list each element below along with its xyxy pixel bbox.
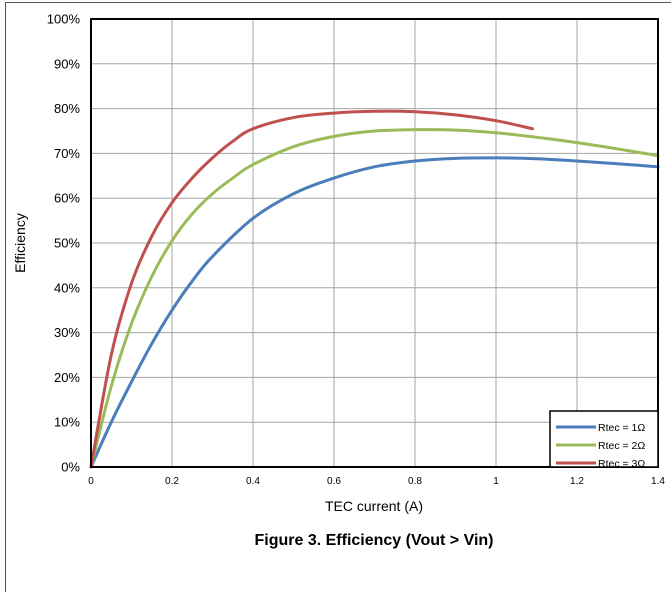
y-tick-labels: 0% 10% 20% 30% 40% 50% 60% 70% 80% 90% 100% [47,12,81,475]
series-lines [89,109,660,469]
x-tick-label: 0 [88,476,94,487]
series-line-1 [89,156,660,469]
y-axis-label: Efficiency [12,213,28,273]
y-tick-label: 0% [61,460,80,475]
x-axis-label: TEC current (A) [325,498,423,514]
x-tick-label: 1.4 [651,476,665,487]
x-tick-label: 1 [493,476,499,487]
y-tick-label: 100% [47,12,81,27]
y-tick-label: 70% [54,146,80,161]
y-tick-label: 30% [54,325,80,340]
legend-label: Rtec = 1Ω [598,422,645,434]
series-line-3 [89,109,534,469]
y-tick-label: 80% [54,101,80,116]
y-tick-label: 50% [54,236,80,251]
y-tick-label: 20% [54,370,80,385]
x-tick-label: 0.6 [327,476,341,487]
y-tick-label: 10% [54,415,80,430]
chart-frame [5,2,671,592]
grid [91,19,658,467]
x-tick-label: 0.8 [408,476,422,487]
x-tick-label: 1.2 [570,476,584,487]
figure-caption: Figure 3. Efficiency (Vout > Vin) [254,532,493,549]
y-tick-label: 60% [54,191,80,206]
series-line-2 [89,128,660,469]
y-tick-label: 40% [54,280,80,295]
x-tick-label: 0.4 [246,476,260,487]
y-tick-label: 90% [54,56,80,71]
legend-box [549,410,659,468]
x-tick-label: 0.2 [165,476,179,487]
x-tick-labels: 0 0.2 0.4 0.6 0.8 1 1.2 1.4 [88,476,665,487]
legend-label: Rtec = 2Ω [598,440,645,452]
legend-label: Rtec = 3Ω [598,458,645,470]
plot-area [90,18,659,468]
legend: Rtec = 1Ω Rtec = 2Ω Rtec = 3Ω [549,410,659,470]
